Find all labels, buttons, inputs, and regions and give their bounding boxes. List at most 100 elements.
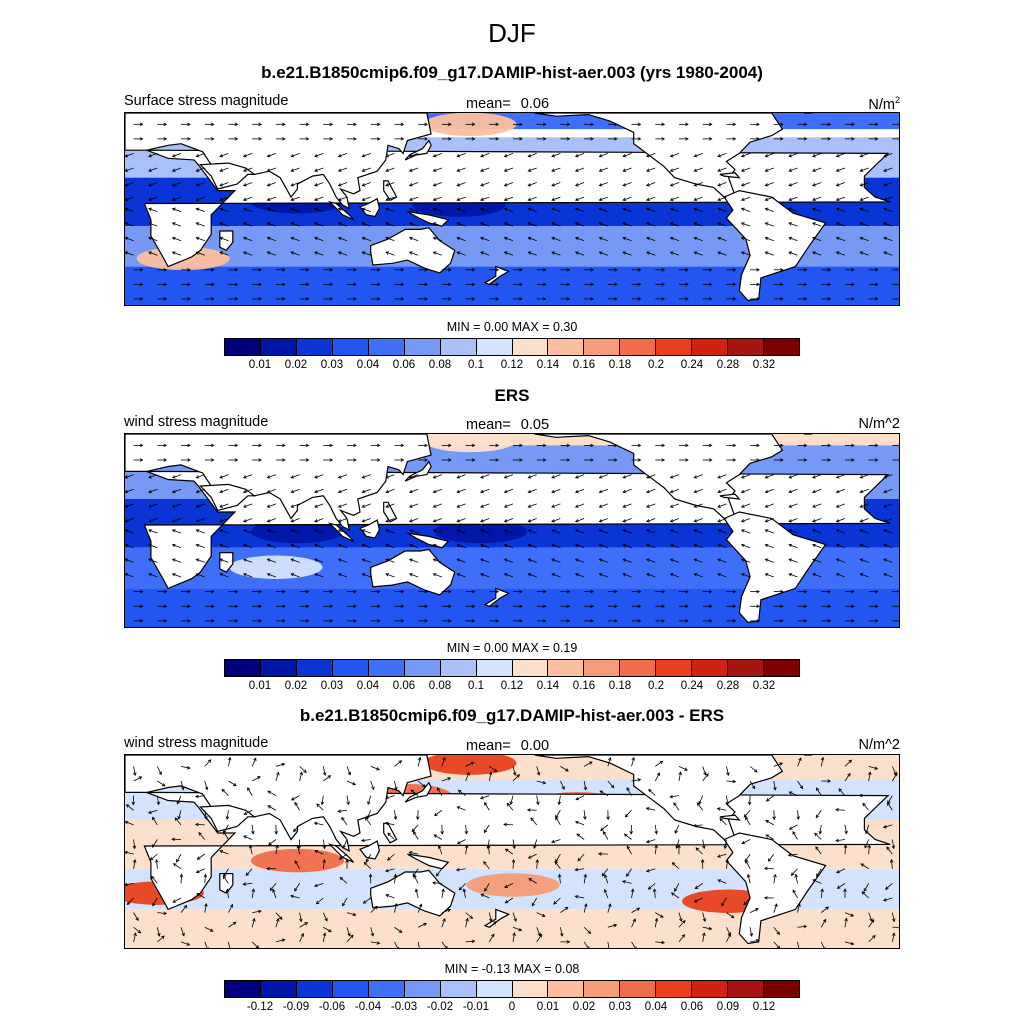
wind-vector-head — [590, 619, 594, 623]
wind-vector — [694, 573, 703, 578]
wind-vector-head — [519, 604, 523, 609]
wind-vector — [741, 488, 751, 493]
wind-vector-head — [176, 800, 180, 805]
wind-vector-head — [408, 851, 413, 855]
wind-vector-head — [412, 873, 416, 877]
wind-vector-head — [495, 268, 500, 272]
wind-vector — [788, 853, 798, 856]
wind-vector-head — [740, 168, 745, 172]
wind-vector — [743, 809, 751, 818]
wind-vector — [456, 544, 466, 549]
wind-vector-head — [266, 222, 271, 226]
wind-vector-head — [803, 604, 808, 609]
wind-vector — [148, 544, 158, 549]
wind-vector — [836, 222, 846, 227]
colorbar-swatch — [404, 981, 441, 997]
wind-vector-head — [234, 443, 239, 448]
wind-vector-head — [669, 529, 674, 533]
wind-vector-head — [242, 573, 247, 577]
wind-vector — [599, 251, 608, 256]
wind-vector — [291, 488, 300, 493]
wind-vector-head — [851, 458, 855, 462]
wind-vector-head — [528, 878, 533, 882]
wind-vector-head — [698, 800, 702, 805]
wind-vector — [836, 544, 846, 549]
wind-vector-head — [835, 504, 840, 508]
wind-vector-head — [590, 122, 594, 127]
wind-vector-head — [740, 504, 745, 508]
wind-vector — [599, 208, 608, 212]
wind-vector-head — [788, 183, 793, 187]
panel-1-mean-value: 0.06 — [520, 96, 550, 112]
wind-vector-head — [602, 830, 607, 835]
panel-2-mean-value: 0.05 — [520, 417, 550, 433]
wind-vector — [151, 876, 158, 884]
colorbar-swatch — [368, 660, 405, 676]
wind-vector — [488, 772, 492, 782]
wind-vector-head — [646, 207, 650, 212]
wind-vector-head — [187, 443, 191, 448]
wind-vector-head — [432, 475, 437, 479]
wind-vector-head — [315, 900, 320, 905]
wind-vector-head — [835, 807, 839, 812]
wind-vector — [528, 196, 537, 201]
wind-vector-head — [555, 814, 559, 819]
wind-vector — [125, 196, 134, 201]
wind-vector-head — [398, 760, 403, 764]
wind-vector — [338, 167, 348, 172]
wind-vector-head — [432, 558, 437, 562]
wind-vector-head — [394, 902, 398, 907]
wind-vector — [370, 766, 380, 771]
wind-vector-head — [574, 573, 579, 577]
colorbar-swatch — [296, 339, 333, 355]
colorbar-tick-label: 0.02 — [284, 680, 308, 692]
wind-vector-head — [243, 835, 247, 839]
wind-vector-head — [448, 443, 452, 448]
wind-vector — [863, 883, 870, 892]
wind-vector-head — [583, 786, 588, 791]
wind-vector-head — [788, 826, 793, 830]
wind-vector-head — [479, 796, 484, 800]
wind-vector — [765, 167, 774, 172]
wind-vector-head — [219, 207, 224, 212]
wind-vector — [195, 795, 205, 798]
wind-vector-head — [384, 868, 389, 873]
panel-1-minmax: MIN = 0.00 MAX = 0.30 — [446, 320, 578, 334]
wind-vector — [891, 859, 893, 869]
wind-vector-head — [614, 458, 618, 462]
wind-vector — [338, 544, 348, 549]
colorbar-swatch — [656, 660, 693, 676]
wind-vector — [646, 196, 656, 201]
wind-vector — [504, 544, 514, 549]
wind-vector — [409, 529, 419, 534]
wind-vector-head — [290, 207, 295, 212]
wind-vector-head — [125, 529, 129, 533]
wind-vector-head — [433, 834, 438, 838]
wind-vector-head — [432, 504, 437, 508]
wind-vector-head — [883, 168, 887, 172]
wind-vector-head — [210, 282, 215, 287]
wind-vector — [672, 862, 680, 870]
panel-2-mean: mean= 0.05 — [466, 417, 549, 433]
wind-vector — [127, 897, 134, 905]
wind-vector-head — [812, 519, 816, 523]
wind-vector-head — [576, 833, 581, 837]
wind-vector — [196, 558, 205, 563]
wind-vector — [792, 831, 798, 840]
wind-vector — [528, 558, 537, 563]
wind-vector-head — [387, 832, 391, 837]
wind-vector-head — [234, 297, 239, 301]
wind-vector-head — [812, 573, 816, 577]
wind-vector — [291, 237, 300, 242]
wind-vector-head — [163, 297, 168, 301]
wind-vector — [385, 182, 395, 186]
wind-vector — [812, 529, 822, 534]
wind-vector-head — [740, 207, 745, 212]
wind-vector — [148, 153, 158, 157]
colorbar-tick-label: 0.14 — [536, 680, 560, 692]
wind-vector-head — [305, 137, 310, 141]
wind-vector-head — [708, 604, 713, 609]
wind-vector-head — [835, 489, 840, 494]
wind-vector-head — [432, 222, 437, 226]
wind-vector-head — [290, 489, 295, 494]
